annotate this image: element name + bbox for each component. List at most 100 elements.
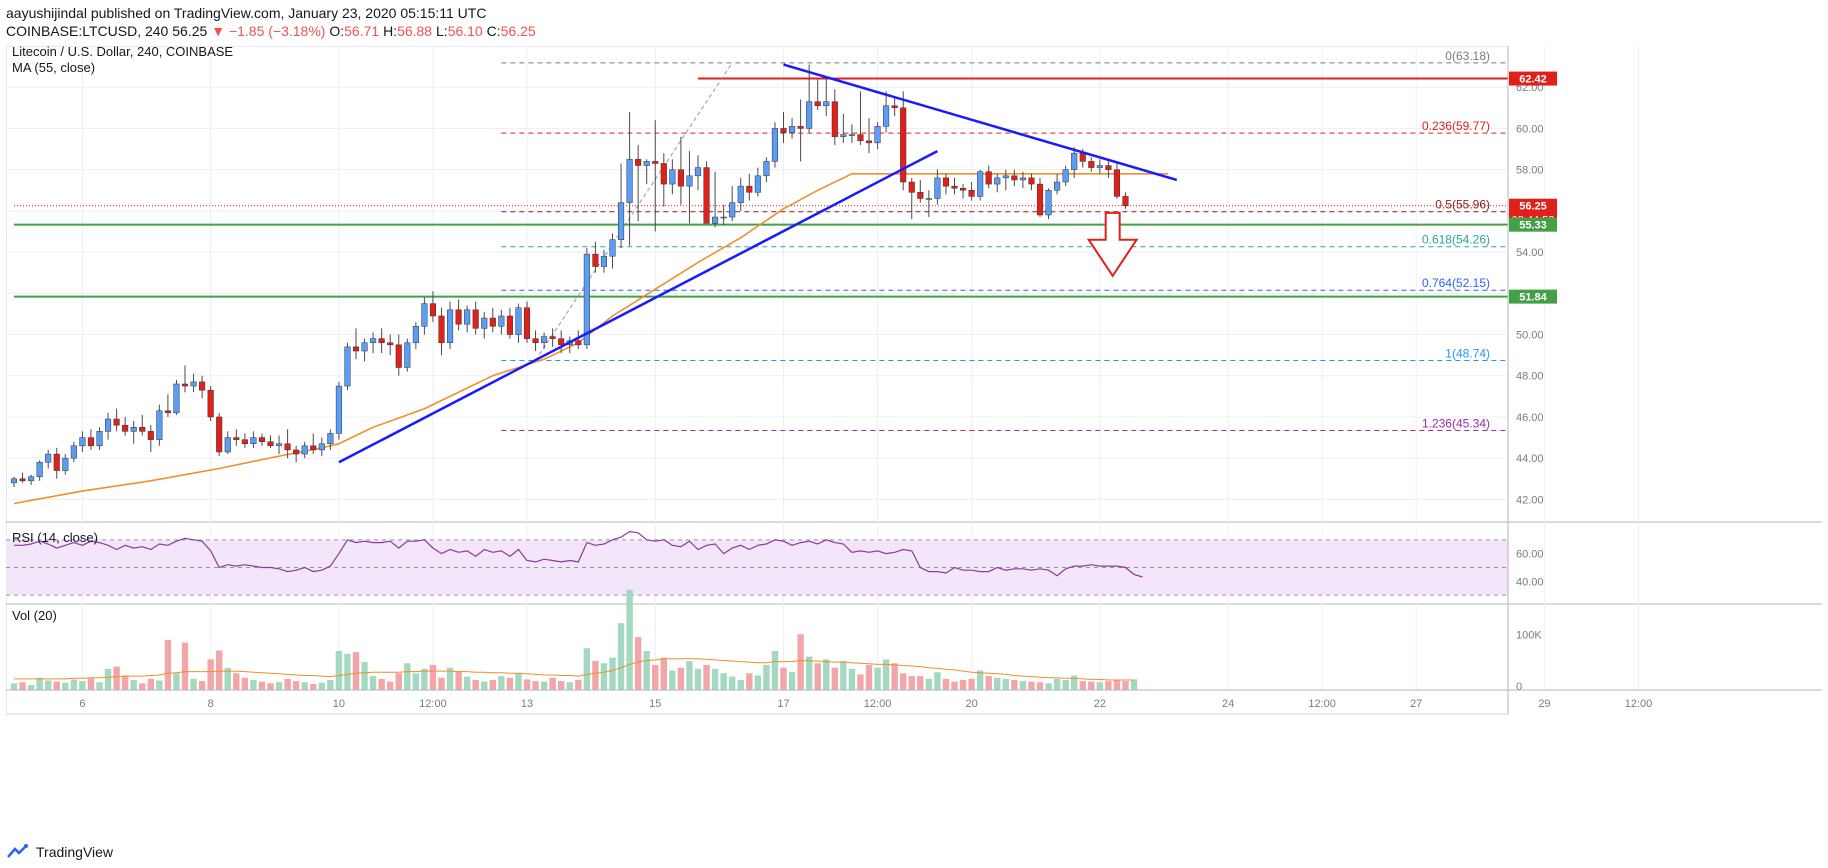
x-tick-label: 15 [649, 698, 661, 710]
candle-body [284, 443, 291, 451]
candle-body [352, 346, 360, 352]
candle-body [925, 198, 932, 200]
candle-body [806, 101, 813, 129]
x-tick-label: 12:00 [1308, 698, 1336, 710]
fib-label: 0.618(54.26) [1422, 233, 1490, 247]
candle-body [87, 437, 95, 447]
volume-bar [558, 681, 565, 690]
volume-bar [660, 657, 667, 690]
volume-bar [831, 667, 838, 690]
close-label: C: [486, 23, 501, 39]
y-tick-label: 44.00 [1516, 453, 1544, 465]
volume-bar [87, 678, 95, 690]
volume-bar [1096, 682, 1104, 690]
y-tick-label: 46.00 [1516, 412, 1544, 424]
price-change: −1.85 (−3.18%) [228, 23, 326, 39]
publish-line: aayushijindal published on TradingView.c… [6, 5, 487, 21]
vol-legend: Vol (20) [12, 608, 57, 623]
fib-diagonal [535, 62, 733, 361]
volume-bar [865, 664, 873, 690]
volume-bar [310, 683, 317, 690]
candle-body [156, 410, 163, 440]
price-chart-svg[interactable]: 0(63.18) 0.236(59.77) 0.5(55.96) 0.618(54.2… [5, 44, 1822, 836]
candle-body [712, 216, 719, 224]
candle-body [618, 202, 625, 240]
candle-body [515, 307, 522, 335]
candle-body [105, 418, 112, 432]
volume-bar [147, 678, 154, 690]
candle-body [139, 427, 146, 432]
candle-body [831, 101, 838, 137]
fib-label: 1.236(45.34) [1422, 417, 1490, 431]
rsi-tick-label: 40.00 [1516, 576, 1544, 588]
candle-body [344, 346, 351, 387]
candle-body [1113, 169, 1121, 197]
candle-body [1002, 175, 1009, 179]
volume-bar [438, 677, 445, 690]
candle-body [746, 185, 753, 193]
candle-body [874, 126, 881, 144]
volume-bar [284, 678, 291, 690]
rsi-pane: 40.00 60.00 [6, 530, 1544, 596]
volume-bar [1113, 679, 1121, 690]
candle-body [267, 441, 274, 447]
volume-bar [267, 683, 274, 690]
horizontal-levels [14, 77, 1508, 298]
candle-body [378, 338, 385, 344]
x-tick-label: 12:00 [419, 698, 447, 710]
footer-brand: TradingView [36, 844, 114, 860]
price-tag-text: 55.33 [1519, 220, 1547, 232]
candle-body [79, 437, 86, 447]
candle-body [934, 177, 941, 199]
volume-bar [549, 677, 556, 690]
volume-bar [711, 668, 719, 690]
x-tick-label: 12:00 [864, 698, 892, 710]
candle-body [840, 134, 847, 137]
volume-bar [583, 648, 591, 690]
volume-bar [634, 637, 642, 690]
volume-bar [455, 671, 462, 690]
volume-bar [139, 683, 146, 690]
chart-header: aayushijindal published on TradingView.c… [6, 4, 536, 40]
volume-bar [121, 675, 129, 690]
candle-body [310, 445, 317, 451]
candle-body [481, 317, 488, 329]
volume-bar [352, 652, 360, 690]
y-tick-label: 48.00 [1516, 371, 1544, 383]
price-tag-text: 56.25 [1519, 201, 1547, 213]
volume-bar [250, 679, 257, 690]
rsi-legend: RSI (14, close) [12, 530, 98, 545]
candle-body [643, 161, 650, 166]
price-tag [1509, 217, 1557, 232]
fib-label: 0(63.18) [1445, 49, 1490, 63]
volume-bar [694, 668, 702, 690]
candle-body [917, 192, 924, 199]
candle-body [1028, 177, 1035, 185]
x-tick-label: 22 [1094, 698, 1106, 710]
volume-bar [848, 668, 856, 690]
volume-bar [985, 676, 992, 690]
volume-bar [241, 677, 249, 690]
chart-frame[interactable]: 0(63.18) 0.236(59.77) 0.5(55.96) 0.618(54.2… [5, 44, 1822, 836]
candle-body [327, 433, 334, 444]
volume-bar [327, 679, 334, 690]
volume-bar [592, 661, 599, 690]
candle-body [720, 216, 727, 219]
candle-body [147, 431, 154, 440]
candle-body [53, 453, 60, 471]
y-tick-label: 50.00 [1516, 330, 1544, 342]
chart-title: Litecoin / U.S. Dollar, 240, COINBASE [12, 46, 233, 59]
volume-bar [1130, 679, 1138, 690]
volume-bar [258, 681, 266, 690]
y-tick-label: 54.00 [1516, 247, 1544, 259]
y-tick-label: 42.00 [1516, 494, 1544, 506]
volume-bar [378, 678, 385, 690]
volume-bar [609, 657, 616, 690]
candle-body [164, 410, 171, 414]
candle-body [891, 105, 898, 109]
candle-body [216, 416, 223, 453]
candle-body [583, 253, 590, 346]
candle-body [181, 383, 189, 387]
x-tick-label: 12:00 [1625, 698, 1653, 710]
